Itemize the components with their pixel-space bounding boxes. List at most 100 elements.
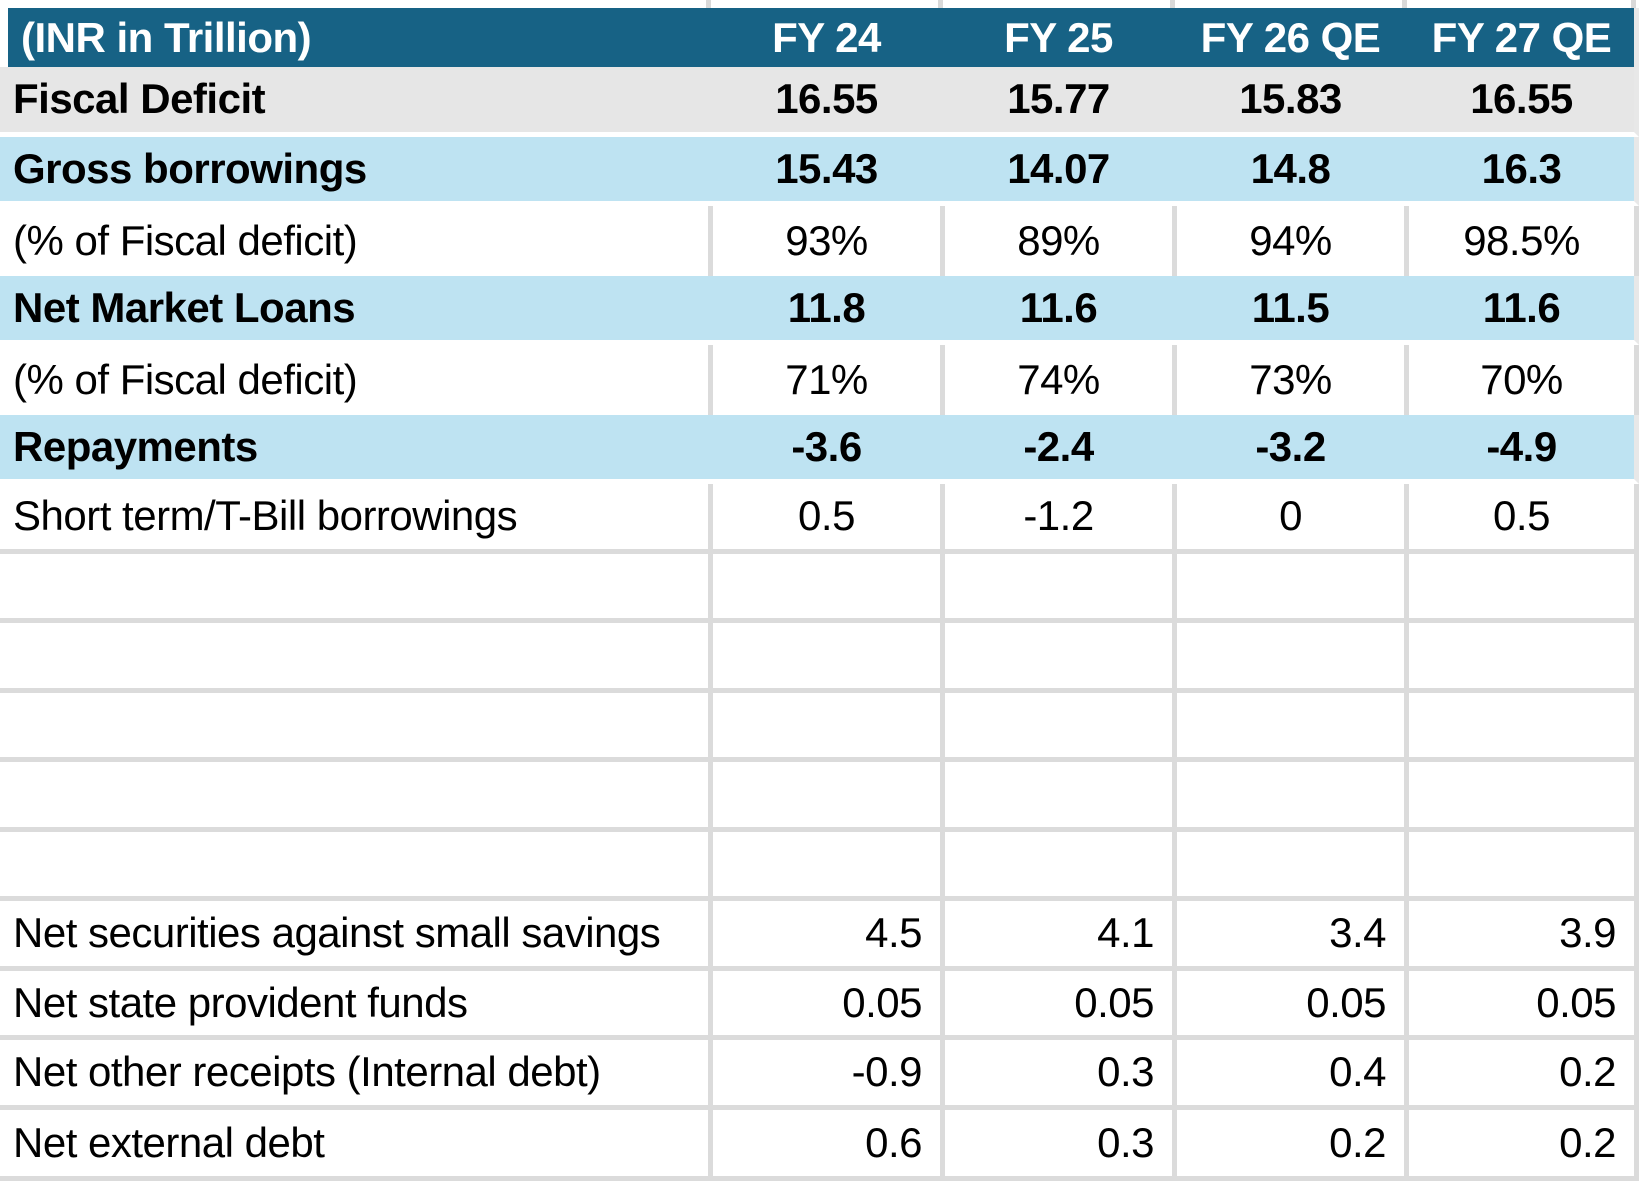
value-cell[interactable]: 0.5 <box>708 484 940 549</box>
empty-row <box>0 553 1639 623</box>
unit-label-cell[interactable]: (INR in Trillion) <box>21 13 312 61</box>
row-label-cell[interactable]: Net Market Loans <box>13 283 356 331</box>
column-header-fy25[interactable]: FY 25 <box>1004 13 1113 61</box>
row-label-cell[interactable] <box>0 623 708 688</box>
value-cell[interactable]: 71% <box>708 345 940 415</box>
value-cell[interactable]: 0.5 <box>1404 484 1634 549</box>
row-label-cell[interactable]: Fiscal Deficit <box>13 75 266 123</box>
empty-row <box>0 762 1639 832</box>
value-cell[interactable]: 0 <box>1172 484 1404 549</box>
value-cell[interactable]: 16.55 <box>1470 75 1573 123</box>
value-cell[interactable]: -3.6 <box>791 422 862 470</box>
value-cell[interactable]: -4.9 <box>1486 422 1557 470</box>
table-row: (% of Fiscal deficit) 71% 74% 73% 70% <box>0 345 1639 415</box>
table-row: (% of Fiscal deficit) 93% 89% 94% 98.5% <box>0 206 1639 276</box>
gridline-tick <box>1402 0 1407 8</box>
row-label-cell[interactable]: Gross borrowings <box>13 144 367 192</box>
value-cell[interactable]: 3.4 <box>1172 901 1404 966</box>
value-cell[interactable]: 11.5 <box>1251 283 1330 331</box>
value-cell[interactable]: 11.6 <box>1482 283 1561 331</box>
row-label-cell[interactable] <box>0 693 708 758</box>
value-cell[interactable]: 73% <box>1172 345 1404 415</box>
table-row: Short term/T-Bill borrowings 0.5 -1.2 0 0.5 <box>0 484 1639 554</box>
value-cell[interactable] <box>708 762 940 827</box>
value-cell[interactable] <box>940 553 1172 618</box>
value-cell[interactable] <box>1172 692 1404 757</box>
value-cell[interactable] <box>1404 623 1634 688</box>
table-row: Net securities against small savings 4.5 4… <box>0 901 1639 971</box>
value-cell[interactable]: 0.05 <box>708 970 940 1035</box>
value-cell[interactable]: 94% <box>1172 206 1404 276</box>
row-label-cell[interactable]: Net securities against small savings <box>13 909 661 957</box>
value-cell[interactable] <box>940 623 1172 688</box>
value-cell[interactable] <box>940 831 1172 896</box>
value-cell[interactable] <box>1172 762 1404 827</box>
value-cell[interactable] <box>708 623 940 688</box>
value-cell[interactable] <box>1404 762 1634 827</box>
value-cell[interactable]: 93% <box>708 206 940 276</box>
value-cell[interactable]: 4.5 <box>708 901 940 966</box>
row-label-cell[interactable]: Net external debt <box>13 1118 325 1166</box>
value-cell[interactable] <box>940 762 1172 827</box>
value-cell[interactable]: 16.55 <box>775 75 878 123</box>
value-cell[interactable]: 15.83 <box>1239 75 1342 123</box>
table-row: Gross borrowings 15.43 14.07 14.8 16.3 <box>0 136 1639 206</box>
value-cell[interactable] <box>708 692 940 757</box>
table-row: Net Market Loans 11.8 11.6 11.5 11.6 <box>0 275 1639 345</box>
table-body: Fiscal Deficit 16.55 15.77 15.83 16.55 Gross … <box>0 67 1639 1181</box>
gridline-tick <box>1170 0 1175 8</box>
value-cell[interactable]: 14.07 <box>1007 144 1110 192</box>
value-cell[interactable]: 0.2 <box>1404 1109 1634 1176</box>
column-header-fy26qe[interactable]: FY 26 QE <box>1200 13 1381 61</box>
value-cell[interactable] <box>1404 831 1634 896</box>
column-header-fy27qe[interactable]: FY 27 QE <box>1431 13 1612 61</box>
value-cell[interactable]: -2.4 <box>1023 422 1094 470</box>
value-cell[interactable]: 11.8 <box>787 283 866 331</box>
value-cell[interactable]: -1.2 <box>940 484 1172 549</box>
value-cell[interactable] <box>1172 623 1404 688</box>
value-cell[interactable]: 3.9 <box>1404 901 1634 966</box>
value-cell[interactable]: -0.9 <box>708 1040 940 1105</box>
row-label-cell[interactable] <box>0 762 708 827</box>
row-label-cell[interactable]: Net other receipts (Internal debt) <box>13 1048 601 1096</box>
value-cell[interactable]: 0.05 <box>1172 970 1404 1035</box>
value-cell[interactable] <box>940 692 1172 757</box>
value-cell[interactable]: 0.05 <box>1404 970 1634 1035</box>
table-row: Net state provident funds 0.05 0.05 0.05 0.0… <box>0 970 1639 1040</box>
value-cell[interactable] <box>1404 553 1634 618</box>
value-cell[interactable]: 0.3 <box>940 1040 1172 1105</box>
value-cell[interactable]: 15.77 <box>1007 75 1110 123</box>
row-label-cell[interactable] <box>0 832 708 897</box>
row-label-cell[interactable] <box>0 554 708 619</box>
value-cell[interactable]: 14.8 <box>1250 144 1331 192</box>
value-cell[interactable]: 0.6 <box>708 1109 940 1176</box>
value-cell[interactable]: 74% <box>940 345 1172 415</box>
value-cell[interactable]: 70% <box>1404 345 1634 415</box>
value-cell[interactable]: 16.3 <box>1481 144 1562 192</box>
row-label-cell[interactable]: (% of Fiscal deficit) <box>13 355 358 403</box>
value-cell[interactable] <box>1404 692 1634 757</box>
row-label-cell[interactable]: Net state provident funds <box>13 978 468 1026</box>
value-cell[interactable]: 0.3 <box>940 1109 1172 1176</box>
table-row: Net external debt 0.6 0.3 0.2 0.2 <box>0 1109 1639 1181</box>
value-cell[interactable] <box>708 831 940 896</box>
value-cell[interactable] <box>1172 831 1404 896</box>
row-label-cell[interactable]: Short term/T-Bill borrowings <box>13 492 518 540</box>
value-cell[interactable] <box>1172 553 1404 618</box>
value-cell[interactable]: 0.4 <box>1172 1040 1404 1105</box>
value-cell[interactable]: 0.2 <box>1172 1109 1404 1176</box>
row-label-cell[interactable]: Repayments <box>13 422 258 470</box>
value-cell[interactable]: 89% <box>940 206 1172 276</box>
column-header-fy24[interactable]: FY 24 <box>772 13 881 61</box>
value-cell[interactable]: 0.2 <box>1404 1040 1634 1105</box>
table-row: Net other receipts (Internal debt) -0.9 0.… <box>0 1040 1639 1110</box>
value-cell[interactable] <box>708 553 940 618</box>
value-cell[interactable]: 11.6 <box>1019 283 1098 331</box>
value-cell[interactable]: 4.1 <box>940 901 1172 966</box>
value-cell[interactable]: 0.05 <box>940 970 1172 1035</box>
row-label-cell[interactable]: (% of Fiscal deficit) <box>13 216 358 264</box>
value-cell[interactable]: 15.43 <box>775 144 878 192</box>
value-cell[interactable]: 98.5% <box>1404 206 1634 276</box>
value-cell[interactable]: -3.2 <box>1255 422 1326 470</box>
